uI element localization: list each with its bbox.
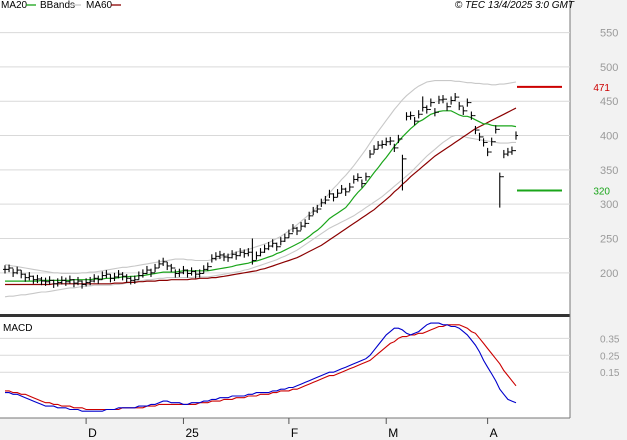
xtick-label: 25 — [185, 426, 199, 440]
bband-upper-line — [4, 80, 517, 275]
price-ytick-label: 200 — [600, 268, 618, 280]
price-ytick-label: 250 — [600, 234, 618, 246]
price-yaxis: 200 250 300 350 400 450 500 550 — [600, 28, 618, 280]
macd-ytick-label: 0.35 — [600, 334, 620, 345]
price-ytick-label: 350 — [600, 165, 618, 177]
bband-lower-line — [4, 134, 516, 298]
level-label: 471 — [593, 83, 610, 94]
macd-yaxis: 0.15 0.25 0.35 — [600, 334, 620, 379]
axis-panel-bg — [570, 0, 627, 440]
legend-bbands-label: BBands — [40, 0, 75, 11]
panel-separator — [0, 314, 570, 317]
ma60-line — [5, 107, 517, 286]
level-label: 320 — [593, 186, 610, 197]
price-ytick-label: 500 — [600, 62, 618, 74]
xaxis-panel-bg — [0, 418, 627, 440]
legend-ma20-label: MA20 — [1, 0, 28, 11]
signal-line — [5, 324, 517, 411]
level-annotations: 471 320 — [517, 83, 610, 197]
macd-line — [5, 322, 517, 412]
legend-ma60-label: MA60 — [86, 0, 113, 11]
copyright-timestamp: © TEC 13/4/2025 3:0 GMT — [455, 0, 575, 11]
macd-ytick-label: 0.25 — [600, 351, 620, 362]
moving-averages — [5, 107, 517, 286]
macd-lines — [5, 322, 517, 412]
macd-ytick-label: 0.15 — [600, 368, 620, 379]
price-ytick-label: 300 — [600, 199, 618, 211]
xtick-label: D — [88, 426, 97, 440]
price-grid — [0, 32, 570, 274]
bollinger-bands — [4, 80, 517, 298]
legend: MA20 BBands MA60 — [1, 0, 121, 11]
macd-title: MACD — [3, 323, 32, 334]
macd-grid — [0, 337, 570, 373]
ohlc-bars — [3, 92, 518, 289]
xtick-label: A — [490, 426, 498, 440]
xtick-label: F — [291, 426, 298, 440]
price-ytick-label: 450 — [600, 96, 618, 108]
price-ytick-label: 550 — [600, 28, 618, 40]
time-axis: D 25 F M A — [85, 418, 498, 440]
xtick-label: M — [388, 426, 398, 440]
price-ytick-label: 400 — [600, 131, 618, 143]
